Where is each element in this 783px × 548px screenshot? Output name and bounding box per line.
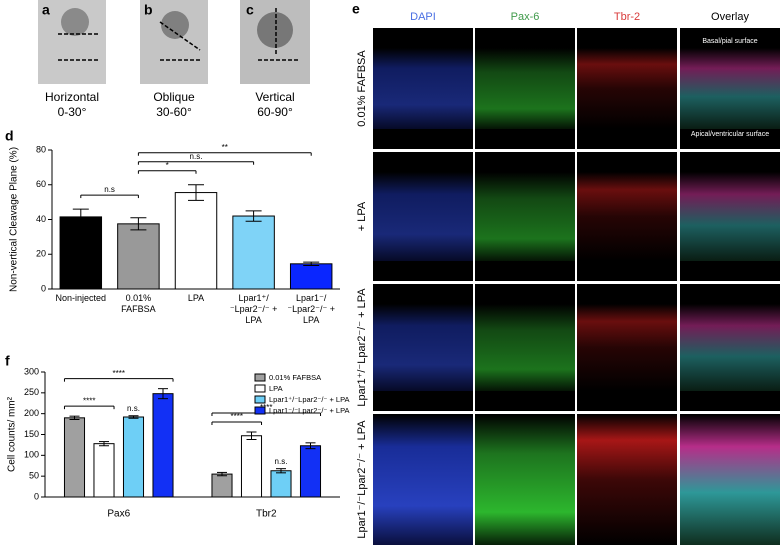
bar (232, 215, 275, 290)
x-tick-label: LPA (187, 293, 205, 303)
legend-swatch (254, 373, 266, 382)
y-tick-label: 300 (24, 366, 39, 376)
y-tick-label: 20 (36, 249, 46, 259)
significance-label: **** (113, 369, 125, 378)
bar (211, 473, 233, 498)
x-tick-label: Lpar1⁻/⁻Lpar2⁻/⁻ + LPA (287, 293, 335, 325)
panel-letter: c (246, 2, 254, 18)
panel-letter: f (5, 353, 10, 369)
micrograph-signal (680, 48, 780, 129)
orientation-name: Horizontal (45, 90, 99, 104)
y-tick-label: 0 (41, 283, 46, 293)
micrograph-signal (680, 414, 780, 545)
significance-label: n.s. (190, 152, 203, 161)
row-label: Lpar1⁺/⁻Lpar2⁻/⁻ + LPA (356, 288, 368, 407)
bar (59, 216, 103, 290)
micrograph-signal (373, 414, 473, 545)
bar (174, 192, 218, 290)
y-tick-label: 80 (36, 144, 46, 154)
significance-label: n.s. (275, 457, 288, 466)
column-header: Pax-6 (511, 11, 540, 23)
significance-label: **** (260, 403, 272, 412)
x-tick-label: Pax6 (107, 509, 130, 520)
panel-letter: d (5, 128, 14, 144)
y-tick-label: 250 (24, 387, 39, 397)
significance-label: ** (222, 143, 228, 152)
significance-label: **** (83, 396, 95, 405)
bar (152, 393, 174, 498)
legend-swatch (254, 406, 266, 415)
orientation-name: Vertical (255, 90, 294, 104)
row-label: + LPA (356, 201, 368, 231)
panel-letter: b (144, 2, 153, 18)
micrograph-signal (373, 48, 473, 129)
micrograph-signal (680, 172, 780, 261)
significance-label: **** (231, 412, 243, 421)
column-header: Tbr-2 (614, 11, 640, 23)
orientation-name: Oblique (153, 90, 195, 104)
y-tick-label: 40 (36, 214, 46, 224)
significance-label: * (166, 161, 169, 170)
y-tick-label: 50 (29, 471, 39, 481)
panel-letter: e (352, 1, 360, 17)
column-header: DAPI (410, 11, 436, 23)
micrograph-signal (373, 304, 473, 391)
row-label: Lpar1⁻/⁻Lpar2⁻/⁻ + LPA (356, 420, 368, 539)
orientation-range: 30-60° (156, 105, 192, 119)
y-tick-label: 60 (36, 179, 46, 189)
y-tick-label: 100 (24, 450, 39, 460)
orientation-images: a b c Horizontal 0-30° Oblique 30-60° Ve… (38, 0, 310, 119)
micrograph-signal (577, 48, 677, 129)
significance-label: n.s. (127, 404, 140, 413)
y-tick-label: 0 (34, 491, 39, 501)
cell (161, 11, 189, 39)
bar (289, 263, 333, 290)
x-tick-label: 0.01% FAFBSA (121, 293, 156, 314)
x-tick-label: Lpar1⁺/⁻Lpar2⁻/⁻ + LPA (229, 293, 278, 325)
micrograph-signal (373, 172, 473, 261)
y-tick-label: 200 (24, 408, 39, 418)
bar (63, 417, 86, 498)
cell (257, 12, 293, 48)
bar (93, 443, 115, 498)
micrograph-signal (680, 304, 780, 391)
surface-label: Basal/pial surface (702, 38, 757, 45)
bar (122, 416, 145, 498)
surface-label: Apical/ventricular surface (691, 131, 769, 138)
legend-swatch (254, 395, 266, 404)
micrograph-signal (577, 172, 677, 261)
legend-swatch (254, 384, 266, 393)
row-label: 0.01% FAFBSA (356, 50, 368, 127)
panel-letter: a (42, 2, 50, 18)
micrograph-signal (577, 304, 677, 391)
cell (61, 8, 89, 36)
x-tick-label: Non-injected (55, 293, 107, 303)
legend-label: Lpar1⁻/⁻Lpar2⁻/⁻ + LPA (269, 406, 350, 415)
bar (117, 223, 160, 290)
bar (270, 470, 292, 498)
legend-label: Lpar1⁺/⁻Lpar2⁻/⁻ + LPA (269, 395, 350, 404)
orientation-range: 60-90° (257, 105, 293, 119)
micrograph-signal (475, 414, 575, 545)
column-header: Overlay (711, 11, 749, 23)
x-tick-label: Tbr2 (256, 509, 277, 520)
micrograph-signal (475, 172, 575, 261)
micrograph-signal (475, 304, 575, 391)
micrograph-signal (475, 48, 575, 129)
bar (240, 435, 263, 498)
significance-label: n.s (104, 185, 115, 194)
y-tick-label: 150 (24, 429, 39, 439)
legend-label: LPA (269, 384, 283, 393)
y-axis-label: Non-vertical Cleavage Plane (%) (9, 147, 20, 292)
bar (299, 445, 322, 498)
orientation-range: 0-30° (58, 105, 87, 119)
legend-label: 0.01% FAFBSA (269, 373, 321, 382)
micrograph-signal (577, 414, 677, 545)
y-axis-label: Cell counts/ mm² (7, 396, 18, 472)
cleavage-line (159, 21, 201, 51)
